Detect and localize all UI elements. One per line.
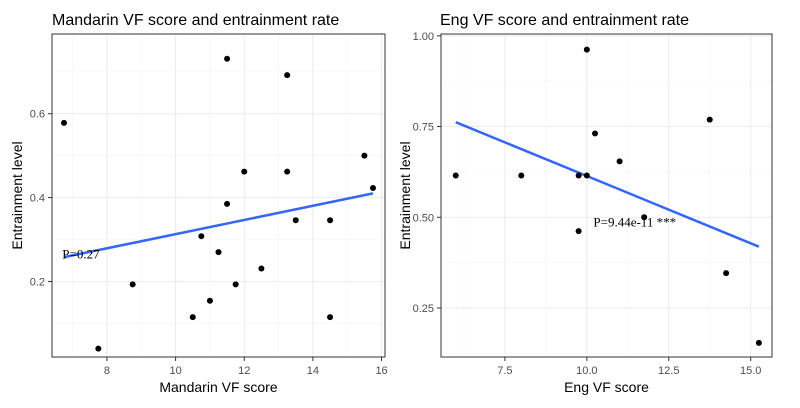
x-tick-label: 14 <box>307 365 319 377</box>
data-points <box>61 55 376 352</box>
x-axis-label: Eng VF score <box>564 379 649 395</box>
x-tick-label: 10.0 <box>576 365 597 377</box>
data-point <box>452 172 459 179</box>
y-tick-label: 0.75 <box>413 122 434 134</box>
data-point <box>61 119 68 126</box>
y-axis-label: Entrainment level <box>9 141 25 249</box>
data-point <box>224 55 231 62</box>
data-point <box>641 214 648 221</box>
data-point <box>215 249 222 256</box>
y-tick-label: 0.50 <box>413 212 434 224</box>
data-point <box>224 200 231 207</box>
x-tick-label: 16 <box>375 365 387 377</box>
tick-labels: 8 10 12 14 16 0.2 0.4 0.6 <box>30 109 388 377</box>
data-point <box>616 158 623 165</box>
data-point <box>241 168 248 175</box>
regression-line <box>63 192 374 259</box>
data-point <box>189 314 196 321</box>
data-point <box>592 130 599 137</box>
x-axis-label: Mandarin VF score <box>159 379 277 395</box>
panel-border <box>51 33 386 358</box>
data-point <box>327 314 334 321</box>
data-point <box>575 172 582 179</box>
data-point <box>583 172 590 179</box>
data-point <box>258 265 265 272</box>
chart-title: Mandarin VF score and entrainment rate <box>52 12 339 29</box>
data-point <box>361 152 368 159</box>
panel-border <box>440 33 773 358</box>
chart-title: Eng VF score and entrainment rate <box>440 12 689 29</box>
y-axis-label: Entrainment level <box>397 141 413 249</box>
p-value-annotation: P=9.44e-11 *** <box>593 214 676 229</box>
mandarin-chart: Mandarin VF score and entrainment rate 8… <box>9 12 388 395</box>
data-point <box>198 233 205 240</box>
data-point <box>755 339 762 346</box>
x-tick-label: 7.5 <box>497 365 512 377</box>
data-point <box>706 116 713 123</box>
data-point <box>327 217 334 224</box>
x-tick-label: 8 <box>104 365 110 377</box>
x-tick-label: 10 <box>169 365 181 377</box>
data-point <box>723 270 730 277</box>
data-point <box>129 281 136 288</box>
english-chart: Eng VF score and entrainment rate 7.5 10.… <box>397 12 773 395</box>
regression-line <box>455 121 760 248</box>
data-point <box>206 297 213 304</box>
data-point <box>95 345 102 352</box>
fit-line-group <box>455 121 760 248</box>
y-tick-label: 1.00 <box>413 31 434 43</box>
x-tick-label: 15.0 <box>740 365 761 377</box>
data-points <box>452 46 762 346</box>
y-tick-label: 0.4 <box>30 193 45 205</box>
data-point <box>284 72 291 79</box>
data-point <box>369 184 376 191</box>
p-value-annotation: P=0.27 <box>62 246 100 261</box>
y-tick-label: 0.25 <box>413 303 434 315</box>
x-tick-label: 12 <box>238 365 250 377</box>
y-tick-label: 0.2 <box>30 276 45 288</box>
grid <box>441 34 772 357</box>
data-point <box>292 217 299 224</box>
y-tick-label: 0.6 <box>30 109 45 121</box>
tick-labels: 7.5 10.0 12.5 15.0 0.25 0.50 0.75 1.00 <box>413 31 762 377</box>
grid <box>52 34 385 357</box>
data-point <box>575 228 582 235</box>
x-tick-label: 12.5 <box>658 365 679 377</box>
fit-line-group <box>63 192 374 259</box>
data-point <box>284 168 291 175</box>
data-point <box>583 46 590 53</box>
data-point <box>232 281 239 288</box>
data-point <box>518 172 525 179</box>
